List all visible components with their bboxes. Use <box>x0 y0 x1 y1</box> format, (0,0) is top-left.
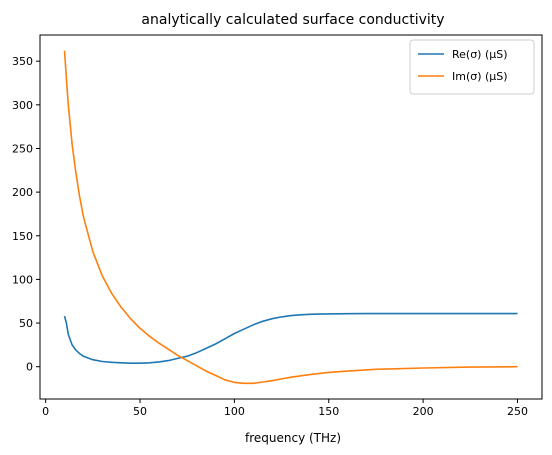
x-tick-label: 150 <box>318 405 339 418</box>
legend: Re(σ) (μS) Im(σ) (μS) <box>409 39 535 95</box>
x-tick-label: 50 <box>133 405 147 418</box>
y-tick-label: 300 <box>12 99 33 112</box>
y-tick-label: 250 <box>12 142 33 155</box>
x-tick-label: 0 <box>42 405 49 418</box>
axes-frame <box>39 34 543 400</box>
y-tick-label: 200 <box>12 186 33 199</box>
plot-area <box>63 50 518 385</box>
y-tick-label: 50 <box>19 317 33 330</box>
x-tick-label: 250 <box>507 405 528 418</box>
x-axis-ticks: 0 50 100 150 200 250 <box>42 399 528 418</box>
y-tick-label: 150 <box>12 230 33 243</box>
x-tick-label: 100 <box>224 405 245 418</box>
chart-title: analytically calculated surface conducti… <box>141 12 444 28</box>
legend-label-1: Re(σ) (μS) <box>452 48 508 61</box>
y-axis-ticks: 0 50 100 150 200 250 300 350 <box>12 55 40 374</box>
series-line-2 <box>63 50 518 385</box>
x-tick-label: 200 <box>413 405 434 418</box>
y-tick-label: 0 <box>26 361 33 374</box>
y-tick-label: 100 <box>12 273 33 286</box>
legend-label-2: Im(σ) (μS) <box>452 70 508 83</box>
x-axis-label: frequency (THz) <box>245 431 341 445</box>
y-tick-label: 350 <box>12 55 33 68</box>
series-line-1 <box>63 312 518 364</box>
